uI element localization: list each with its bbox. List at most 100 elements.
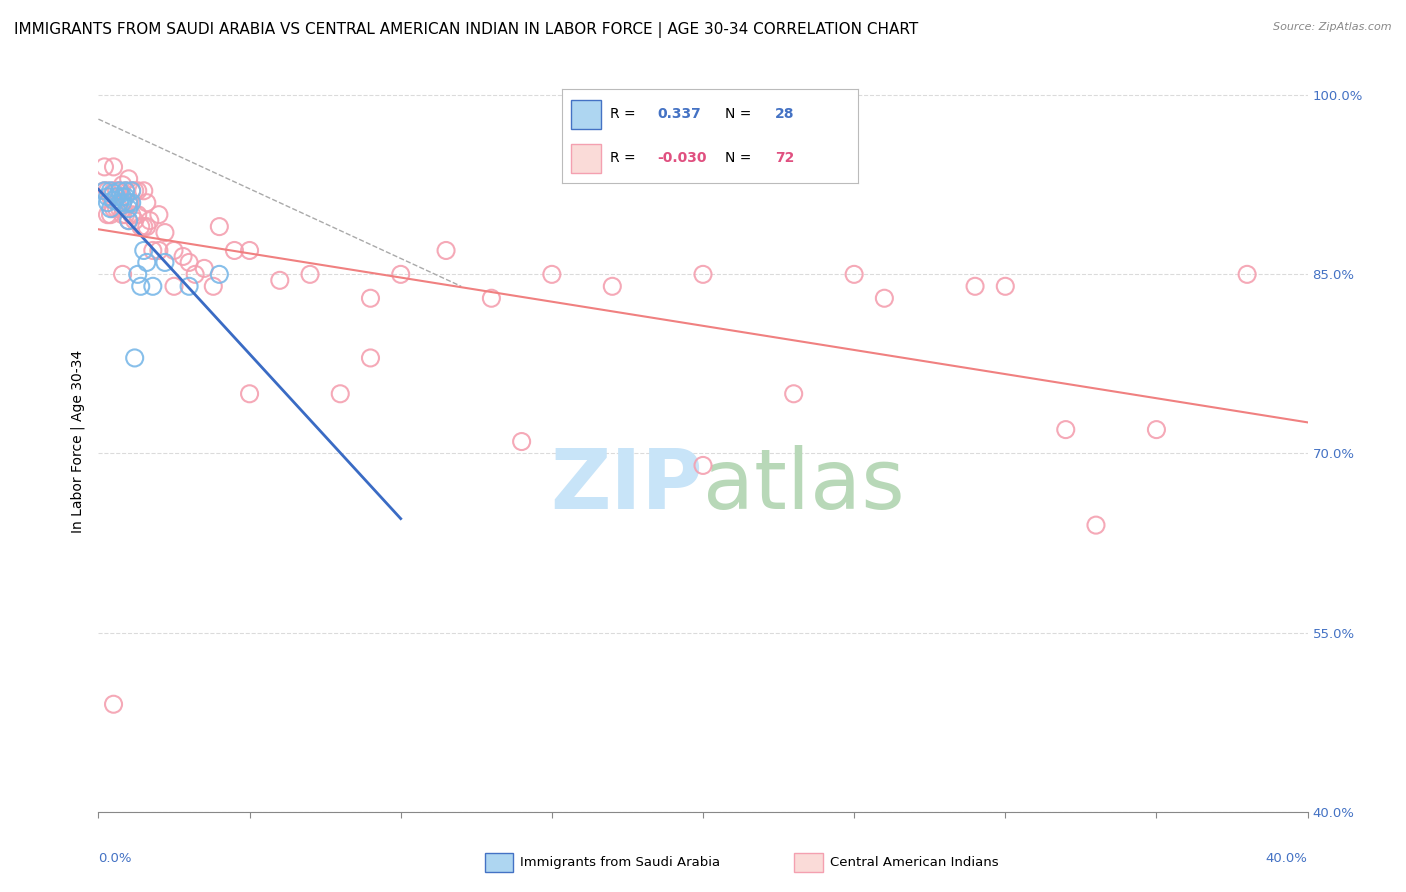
Point — [783, 386, 806, 401]
Text: -0.030: -0.030 — [657, 151, 706, 164]
Point — [127, 268, 149, 282]
Text: ZIP: ZIP — [551, 445, 703, 526]
Point — [135, 195, 157, 210]
Point — [163, 244, 186, 258]
Point — [103, 160, 125, 174]
Point — [111, 178, 134, 192]
Point — [193, 261, 215, 276]
Text: atlas: atlas — [703, 445, 904, 526]
Point — [269, 273, 291, 287]
Point — [389, 268, 412, 282]
Point — [148, 244, 170, 258]
Point — [132, 184, 155, 198]
Point — [692, 458, 714, 473]
Point — [434, 244, 457, 258]
Point — [540, 268, 562, 282]
Point — [96, 208, 118, 222]
Point — [93, 160, 115, 174]
Point — [118, 195, 141, 210]
Point — [108, 202, 131, 216]
Point — [111, 208, 134, 222]
Text: 40.0%: 40.0% — [1265, 853, 1308, 865]
Point — [121, 184, 143, 198]
Point — [118, 195, 141, 210]
Point — [1054, 423, 1077, 437]
Point — [481, 291, 503, 305]
Point — [96, 190, 118, 204]
Point — [100, 190, 122, 204]
Point — [103, 194, 125, 208]
Text: 0.337: 0.337 — [657, 108, 700, 121]
Point — [118, 171, 141, 186]
Point — [100, 184, 122, 198]
Point — [179, 279, 201, 293]
Point — [1236, 268, 1258, 282]
Point — [202, 279, 225, 293]
Point — [108, 184, 131, 198]
Text: IMMIGRANTS FROM SAUDI ARABIA VS CENTRAL AMERICAN INDIAN IN LABOR FORCE | AGE 30-: IMMIGRANTS FROM SAUDI ARABIA VS CENTRAL … — [14, 22, 918, 38]
Point — [299, 268, 322, 282]
Point — [224, 244, 246, 258]
Point — [179, 255, 201, 269]
Point — [148, 208, 170, 222]
Point — [163, 279, 186, 293]
Text: Source: ZipAtlas.com: Source: ZipAtlas.com — [1274, 22, 1392, 32]
Point — [100, 208, 122, 222]
Point — [142, 244, 165, 258]
FancyBboxPatch shape — [571, 100, 600, 129]
Point — [132, 219, 155, 234]
Text: R =: R = — [610, 108, 640, 121]
Point — [111, 195, 134, 210]
Point — [114, 208, 136, 222]
Point — [111, 268, 134, 282]
FancyBboxPatch shape — [571, 144, 600, 173]
Point — [153, 255, 176, 269]
Point — [510, 434, 533, 449]
Point — [692, 268, 714, 282]
Point — [602, 279, 624, 293]
Point — [121, 208, 143, 222]
Point — [108, 184, 131, 198]
Point — [360, 351, 382, 365]
Point — [124, 213, 146, 227]
Point — [96, 184, 118, 198]
Point — [172, 250, 194, 264]
Text: Central American Indians: Central American Indians — [830, 856, 998, 869]
Point — [105, 202, 128, 216]
Point — [121, 184, 143, 198]
Point — [111, 195, 134, 210]
Point — [1144, 423, 1167, 437]
Text: 0.0%: 0.0% — [98, 853, 132, 865]
Point — [208, 219, 231, 234]
Point — [208, 268, 231, 282]
Point — [105, 190, 128, 204]
Point — [360, 291, 382, 305]
Point — [103, 186, 125, 201]
Point — [103, 698, 125, 712]
Text: N =: N = — [725, 108, 755, 121]
Point — [965, 279, 987, 293]
Point — [103, 184, 125, 198]
Point — [142, 279, 165, 293]
Text: Immigrants from Saudi Arabia: Immigrants from Saudi Arabia — [520, 856, 720, 869]
Point — [129, 219, 152, 234]
Point — [118, 202, 141, 216]
Point — [153, 226, 176, 240]
Text: 72: 72 — [775, 151, 794, 164]
Point — [114, 190, 136, 204]
Text: 28: 28 — [775, 108, 794, 121]
Point — [121, 195, 143, 210]
Point — [114, 184, 136, 198]
Point — [114, 184, 136, 198]
Point — [129, 279, 152, 293]
Point — [118, 213, 141, 227]
Point — [100, 202, 122, 216]
Point — [239, 386, 262, 401]
Point — [135, 219, 157, 234]
Point — [111, 190, 134, 204]
Point — [118, 213, 141, 227]
Point — [844, 268, 866, 282]
Point — [139, 213, 162, 227]
Point — [184, 268, 207, 282]
Text: N =: N = — [725, 151, 755, 164]
